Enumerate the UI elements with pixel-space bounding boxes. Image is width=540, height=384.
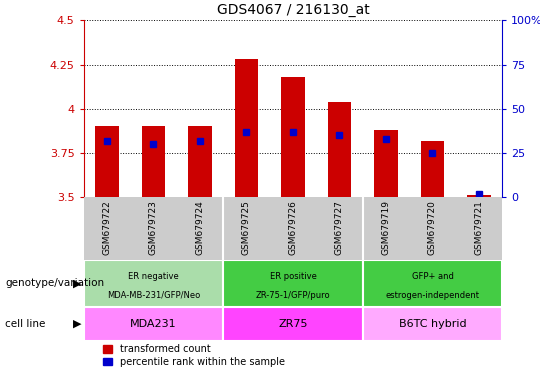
Text: B6TC hybrid: B6TC hybrid	[399, 319, 466, 329]
Bar	[223, 307, 363, 341]
Bar	[467, 195, 490, 197]
Text: GSM679725: GSM679725	[242, 200, 251, 255]
Bar	[363, 260, 502, 307]
Bar	[84, 307, 223, 341]
Text: MDA231: MDA231	[130, 319, 177, 329]
Text: GSM679720: GSM679720	[428, 200, 437, 255]
Text: ZR-75-1/GFP/puro: ZR-75-1/GFP/puro	[255, 291, 330, 300]
Text: GFP+ and: GFP+ and	[411, 272, 454, 281]
Bar	[84, 260, 223, 307]
Text: GSM679722: GSM679722	[103, 200, 111, 255]
Text: ER positive: ER positive	[269, 272, 316, 281]
Text: ER negative: ER negative	[128, 272, 179, 281]
Bar	[142, 126, 165, 197]
Text: ▶: ▶	[72, 278, 81, 288]
Bar	[281, 77, 305, 197]
Text: GSM679727: GSM679727	[335, 200, 344, 255]
Bar	[188, 126, 212, 197]
Text: GSM679724: GSM679724	[195, 200, 205, 255]
Bar	[96, 126, 119, 197]
Bar	[363, 307, 502, 341]
Title: GDS4067 / 216130_at: GDS4067 / 216130_at	[217, 3, 369, 17]
Text: GSM679726: GSM679726	[288, 200, 298, 255]
Bar	[223, 260, 363, 307]
Bar	[421, 141, 444, 197]
Text: estrogen-independent: estrogen-independent	[386, 291, 480, 300]
Bar	[374, 130, 397, 197]
Text: ▶: ▶	[72, 319, 81, 329]
Legend: transformed count, percentile rank within the sample: transformed count, percentile rank withi…	[99, 340, 289, 371]
Bar	[235, 59, 258, 197]
Text: GSM679719: GSM679719	[381, 200, 390, 255]
Bar	[328, 102, 351, 197]
Text: genotype/variation: genotype/variation	[5, 278, 105, 288]
Text: ZR75: ZR75	[278, 319, 308, 329]
Text: GSM679723: GSM679723	[149, 200, 158, 255]
Text: GSM679721: GSM679721	[475, 200, 483, 255]
Text: cell line: cell line	[5, 319, 46, 329]
Text: MDA-MB-231/GFP/Neo: MDA-MB-231/GFP/Neo	[107, 291, 200, 300]
